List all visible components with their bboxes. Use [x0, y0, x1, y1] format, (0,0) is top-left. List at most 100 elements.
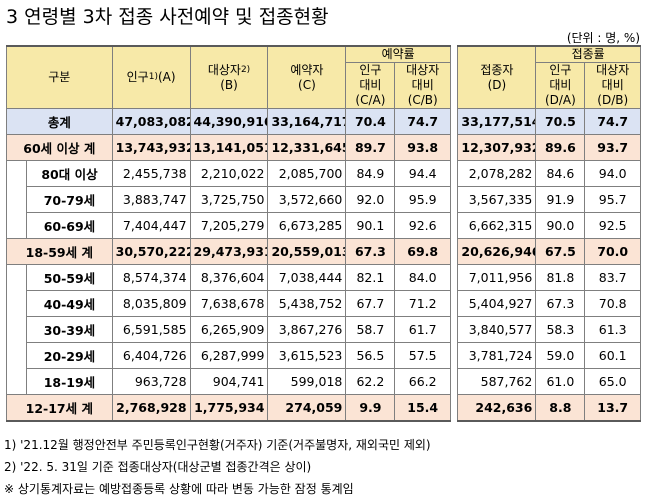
indent-cell: [5, 186, 28, 213]
cell-gap: [449, 368, 459, 395]
cell-target: 3,725,750: [189, 186, 269, 213]
cell-reserved: 33,164,717: [267, 108, 347, 135]
header-da: 인구 대비 (D/A): [535, 62, 586, 109]
cell-ca: 70.4: [345, 108, 396, 135]
cell-db: 94.0: [584, 160, 641, 187]
cell-gap: [449, 394, 459, 421]
cell-target: 13,141,051: [189, 134, 269, 161]
cell-reserved: 20,559,013: [267, 238, 347, 265]
cell-db: 60.1: [584, 342, 641, 369]
header-db: 대상자 대비 (D/B): [584, 62, 641, 109]
cell-vaccinated: 20,626,946: [457, 238, 537, 265]
cell-ca: 9.9: [345, 394, 396, 422]
row-label: 총계: [6, 108, 113, 135]
cell-cb: 74.7: [394, 108, 451, 135]
row-label: 80대 이상: [26, 160, 113, 187]
header-group: 구분: [6, 45, 113, 109]
cell-db: 93.7: [584, 134, 641, 161]
cell-target: 6,265,909: [189, 316, 269, 343]
cell-population: 13,743,932: [111, 134, 191, 161]
cell-population: 2,768,928: [111, 394, 191, 422]
cell-vaccinated: 587,762: [457, 368, 537, 395]
cell-ca: 62.2: [345, 368, 396, 395]
table-row: 70-79세 3,883,747 3,725,750 3,572,660 92.…: [5, 186, 641, 213]
row-label: 60세 이상 계: [6, 134, 113, 161]
cell-da: 67.5: [535, 238, 586, 265]
cell-target: 8,376,604: [189, 264, 269, 291]
indent-cell: [5, 368, 28, 395]
cell-reserved: 3,572,660: [267, 186, 347, 213]
cell-da: 84.6: [535, 160, 586, 187]
cell-target: 7,205,279: [189, 212, 269, 239]
row-label: 18-59세 계: [6, 238, 113, 265]
cell-gap: [449, 342, 459, 369]
cell-ca: 90.1: [345, 212, 396, 239]
indent-cell: [5, 316, 28, 343]
cell-gap: [449, 290, 459, 317]
cell-reserved: 2,085,700: [267, 160, 347, 187]
table-row-group: 12-17세 계 2,768,928 1,775,934 274,059 9.9…: [6, 394, 641, 422]
cell-population: 8,574,374: [111, 264, 191, 291]
row-label: 50-59세: [26, 264, 113, 291]
cell-population: 7,404,447: [111, 212, 191, 239]
cell-da: 61.0: [535, 368, 586, 395]
cell-ca: 89.7: [345, 134, 396, 161]
cell-gap: [449, 186, 459, 213]
cell-vaccinated: 3,567,335: [457, 186, 537, 213]
vaccination-table: 구분 인구1)(A) 대상자2) (B) 예약자 (C) 예약률 접종자 (D) 접종…: [5, 45, 641, 422]
header-gap: [449, 46, 459, 109]
table-row-group: 18-59세 계 30,570,222 29,473,931 20,559,01…: [6, 238, 641, 265]
cell-db: 13.7: [584, 394, 641, 422]
cell-da: 91.9: [535, 186, 586, 213]
table-row: 80대 이상 2,455,738 2,210,022 2,085,700 84.…: [5, 160, 641, 187]
cell-ca: 58.7: [345, 316, 396, 343]
header-population: 인구1)(A): [111, 45, 191, 109]
indent-cell: [5, 264, 28, 291]
cell-target: 2,210,022: [189, 160, 269, 187]
cell-db: 74.7: [584, 108, 641, 135]
cell-cb: 15.4: [394, 394, 451, 422]
cell-ca: 67.3: [345, 238, 396, 265]
header-vaccinated: 접종자 (D): [457, 45, 537, 109]
cell-da: 70.5: [535, 108, 586, 135]
table-row: 30-39세 6,591,585 6,265,909 3,867,276 58.…: [5, 316, 641, 343]
cell-population: 3,883,747: [111, 186, 191, 213]
cell-reserved: 6,673,285: [267, 212, 347, 239]
cell-reserved: 3,615,523: [267, 342, 347, 369]
cell-gap: [449, 134, 459, 161]
indent-cell: [5, 160, 28, 187]
table-row: 18-19세 963,728 904,741 599,018 62.2 66.2…: [5, 368, 641, 395]
cell-reserved: 12,331,645: [267, 134, 347, 161]
cell-db: 65.0: [584, 368, 641, 395]
table-row: 40-49세 8,035,809 7,638,678 5,438,752 67.…: [5, 290, 641, 317]
row-label: 60-69세: [26, 212, 113, 239]
header-reserved: 예약자 (C): [267, 45, 347, 109]
cell-population: 2,455,738: [111, 160, 191, 187]
cell-vaccinated: 7,011,956: [457, 264, 537, 291]
cell-population: 30,570,222: [111, 238, 191, 265]
row-label: 18-19세: [26, 368, 113, 395]
cell-vaccinated: 12,307,932: [457, 134, 537, 161]
cell-cb: 71.2: [394, 290, 451, 317]
indent-cell: [5, 290, 28, 317]
row-label: 12-17세 계: [6, 394, 113, 422]
cell-target: 904,741: [189, 368, 269, 395]
cell-population: 963,728: [111, 368, 191, 395]
cell-vaccinated: 33,177,514: [457, 108, 537, 135]
cell-population: 6,404,726: [111, 342, 191, 369]
header-row-2: 인구 대비 (C/A) 대상자 대비 (C/B) 인구 대비 (D/A) 대상자 대비 (D/B…: [7, 62, 641, 109]
unit-label: (단위 : 명, %): [566, 31, 640, 45]
cell-vaccinated: 5,404,927: [457, 290, 537, 317]
cell-db: 70.0: [584, 238, 641, 265]
table-row: 50-59세 8,574,374 8,376,604 7,038,444 82.…: [5, 264, 641, 291]
cell-ca: 92.0: [345, 186, 396, 213]
cell-population: 8,035,809: [111, 290, 191, 317]
cell-cb: 57.5: [394, 342, 451, 369]
row-label: 40-49세: [26, 290, 113, 317]
table-row: 20-29세 6,404,726 6,287,999 3,615,523 56.…: [5, 342, 641, 369]
cell-target: 1,775,934: [189, 394, 269, 422]
cell-reserved: 3,867,276: [267, 316, 347, 343]
indent-cell: [5, 342, 28, 369]
header-reservation-rate: 예약률: [345, 45, 451, 63]
cell-gap: [449, 212, 459, 239]
